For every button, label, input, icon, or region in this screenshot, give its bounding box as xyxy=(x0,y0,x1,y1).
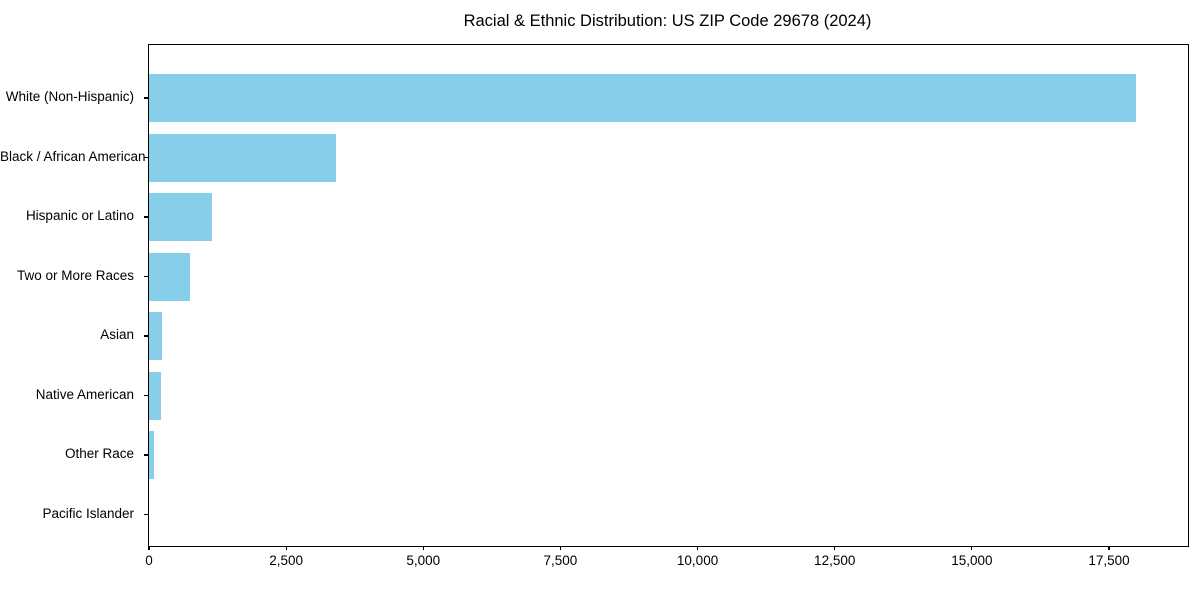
y-axis-label: Pacific Islander xyxy=(42,505,134,521)
bar xyxy=(149,74,1137,122)
y-axis-label: Other Race xyxy=(64,446,134,461)
y-axis-label: Black / African American xyxy=(0,148,146,164)
x-axis-tick xyxy=(422,546,424,550)
x-axis-tick xyxy=(285,546,287,550)
y-axis-label: Native American xyxy=(35,386,134,402)
chart-title: Racial & Ethnic Distribution: US ZIP Cod… xyxy=(463,12,872,30)
y-axis-tick xyxy=(144,275,149,278)
x-axis-tick xyxy=(148,546,150,550)
x-axis-tick xyxy=(834,546,836,550)
y-axis-labels: White (Non-Hispanic) Black / African Amer… xyxy=(0,44,146,545)
x-axis-tick-label: 7,500 xyxy=(543,553,578,568)
y-axis-label: Asian xyxy=(100,327,134,342)
y-axis-tick xyxy=(144,513,149,516)
bar xyxy=(149,133,336,182)
x-axis-tick xyxy=(696,546,699,550)
y-axis-tick xyxy=(144,97,149,99)
y-axis-label: Two or More Races xyxy=(16,267,134,283)
x-axis-tick-label: 17,500 xyxy=(1088,553,1130,568)
y-axis-tick xyxy=(144,335,149,337)
bar xyxy=(149,312,163,360)
x-axis-tick xyxy=(971,546,973,550)
bar xyxy=(149,431,154,479)
y-axis-label: Hispanic or Latino xyxy=(25,208,134,223)
x-axis-tick-label: 12,500 xyxy=(814,553,856,568)
y-axis-tick xyxy=(144,454,149,456)
x-axis-tick xyxy=(1108,546,1110,550)
y-axis-tick xyxy=(144,394,149,397)
x-axis-tick-label: 0 xyxy=(145,553,153,568)
bar xyxy=(149,371,162,420)
bar xyxy=(149,252,191,301)
x-axis-tick-label: 5,000 xyxy=(406,553,441,568)
x-axis-tick-label: 10,000 xyxy=(676,553,719,568)
x-axis-tick xyxy=(559,546,562,550)
x-axis-tick-label: 15,000 xyxy=(951,553,993,568)
y-axis-tick xyxy=(144,156,149,159)
x-axis-tick-label: 2,500 xyxy=(269,553,304,568)
bar xyxy=(149,193,213,241)
plot-area: 0 2,500 5,000 7,500 10,000 12,500 15,000 17,500 xyxy=(144,44,1189,568)
y-axis-label: White (Non-Hispanic) xyxy=(5,89,134,104)
y-axis-tick xyxy=(144,216,149,218)
